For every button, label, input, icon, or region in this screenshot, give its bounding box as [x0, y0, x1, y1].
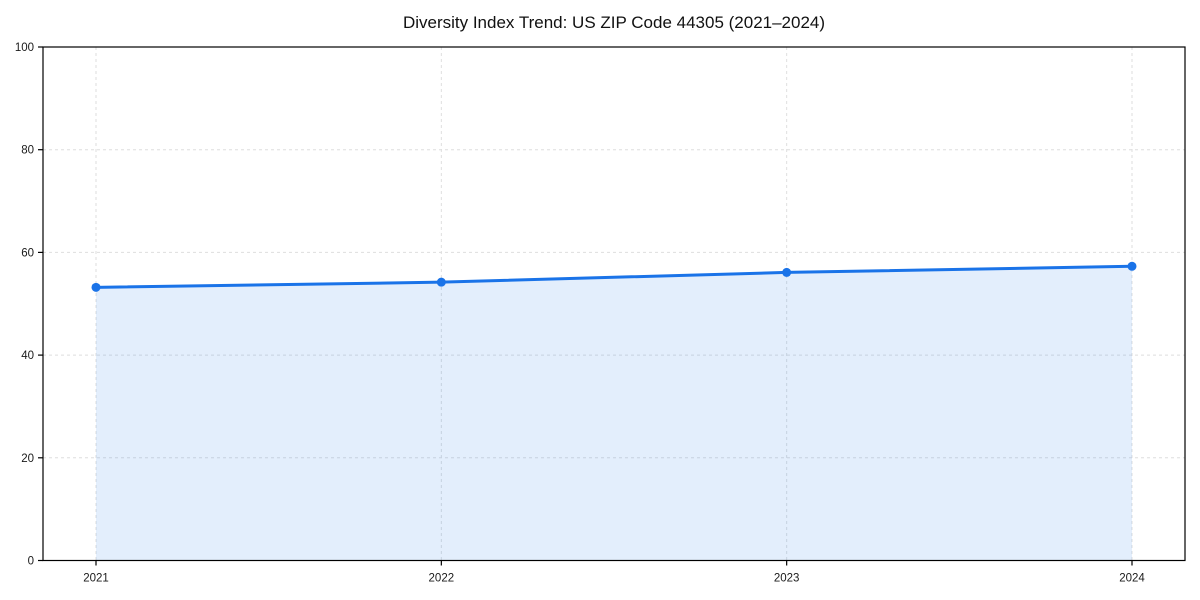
x-tick-label: 2021	[83, 573, 109, 585]
trend-line	[94, 264, 1134, 289]
y-tick-label: 80	[21, 145, 34, 157]
y-tick-label: 60	[21, 247, 34, 259]
y-tick-label: 0	[28, 556, 34, 568]
plot-frame	[42, 46, 1186, 562]
data-point-2021	[91, 282, 101, 292]
data-point-2023	[782, 267, 792, 277]
y-tick-label: 20	[21, 453, 34, 465]
data-point-2024	[1127, 261, 1137, 271]
x-tick-label: 2023	[774, 573, 800, 585]
area-fill	[96, 266, 1132, 561]
y-tick-label: 40	[21, 350, 34, 362]
chart-title: Diversity Index Trend: US ZIP Code 44305…	[402, 13, 826, 32]
data-point-2022	[436, 277, 446, 287]
x-tick-label: 2022	[429, 573, 455, 585]
y-tick-label: 100	[15, 42, 34, 54]
x-tick-label: 2024	[1119, 573, 1145, 585]
